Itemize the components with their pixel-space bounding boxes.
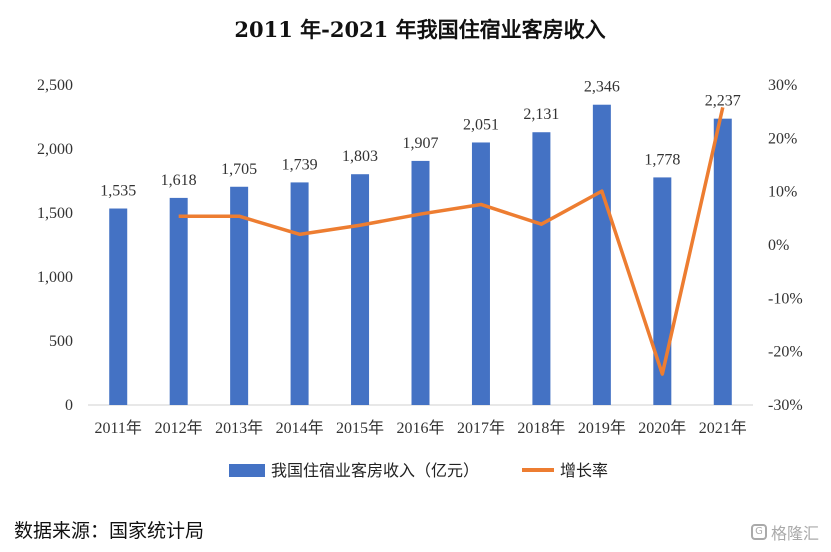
bar (713, 118, 732, 405)
watermark: G 格隆汇 (750, 520, 819, 544)
x-tick-label: 2013年 (215, 419, 263, 437)
line-series (178, 107, 725, 376)
y-right-tick-label: -20% (768, 344, 803, 361)
y-left-tick-label: 1,500 (37, 205, 73, 222)
x-tick-label: 2021年 (699, 419, 747, 437)
y-right-tick-label: -10% (768, 290, 803, 307)
axes: 0 500 1,000 1,500 2,000 2,500 -30% -20% -10% 0% 10… (37, 77, 803, 437)
data-label: 2,051 (463, 116, 499, 133)
y-left-tick-label: 500 (49, 333, 73, 350)
y-right-tick-label: 10% (768, 184, 797, 201)
x-tick-label: 2020年 (638, 419, 686, 437)
data-label: 1,803 (342, 148, 378, 165)
legend: 我国住宿业客房收入（亿元） 增长率 (229, 461, 608, 480)
y-right-tick-label: 20% (768, 130, 797, 147)
x-tick-label: 2018年 (517, 419, 565, 437)
bar (290, 182, 309, 405)
watermark-text: 格隆汇 (770, 524, 819, 543)
data-label: 2,346 (584, 79, 620, 96)
data-label: 1,535 (100, 183, 136, 200)
data-label: 1,618 (161, 172, 197, 189)
legend-label-line: 增长率 (560, 461, 608, 480)
source-note: 数据来源：国家统计局 (14, 520, 205, 542)
x-tick-label: 2012年 (155, 419, 203, 437)
watermark-logo-icon: G (750, 524, 767, 540)
bar (230, 186, 249, 405)
y-right-tick-label: 30% (768, 77, 797, 94)
chart-title: 2011 年-2021 年我国住宿业客房收入 (234, 17, 605, 42)
bar (411, 160, 430, 405)
bar (532, 132, 551, 405)
data-label: 2,237 (705, 93, 741, 110)
x-tick-label: 2019年 (578, 419, 626, 437)
data-labels: 1,535 1,618 1,705 1,739 1,803 1,907 2,051 2,131… (100, 79, 741, 200)
y-left-tick-label: 0 (65, 397, 73, 414)
x-tick-label: 2017年 (457, 419, 505, 437)
legend-swatch-bar (229, 464, 265, 477)
x-tick-label: 2015年 (336, 419, 384, 437)
legend-label-bar: 我国住宿业客房收入（亿元） (271, 461, 479, 480)
x-tick-label: 2011年 (95, 419, 142, 437)
data-label: 1,778 (644, 151, 680, 168)
bar (169, 197, 188, 405)
y-left-tick-label: 2,500 (37, 77, 73, 94)
y-right-tick-label: -30% (768, 397, 803, 414)
data-label: 1,739 (282, 156, 318, 173)
y-left-tick-label: 1,000 (37, 269, 73, 286)
y-left-tick-label: 2,000 (37, 141, 73, 158)
bar (471, 142, 490, 406)
x-tick-label: 2016年 (396, 419, 444, 437)
bar (109, 208, 128, 405)
bar (592, 104, 611, 405)
growth-rate-line (178, 107, 725, 376)
data-label: 1,907 (403, 135, 439, 152)
data-label: 2,131 (523, 106, 559, 123)
y-right-tick-label: 0% (768, 237, 789, 254)
bar (351, 174, 370, 405)
x-tick-label: 2014年 (276, 419, 324, 437)
data-label: 1,705 (221, 161, 257, 178)
